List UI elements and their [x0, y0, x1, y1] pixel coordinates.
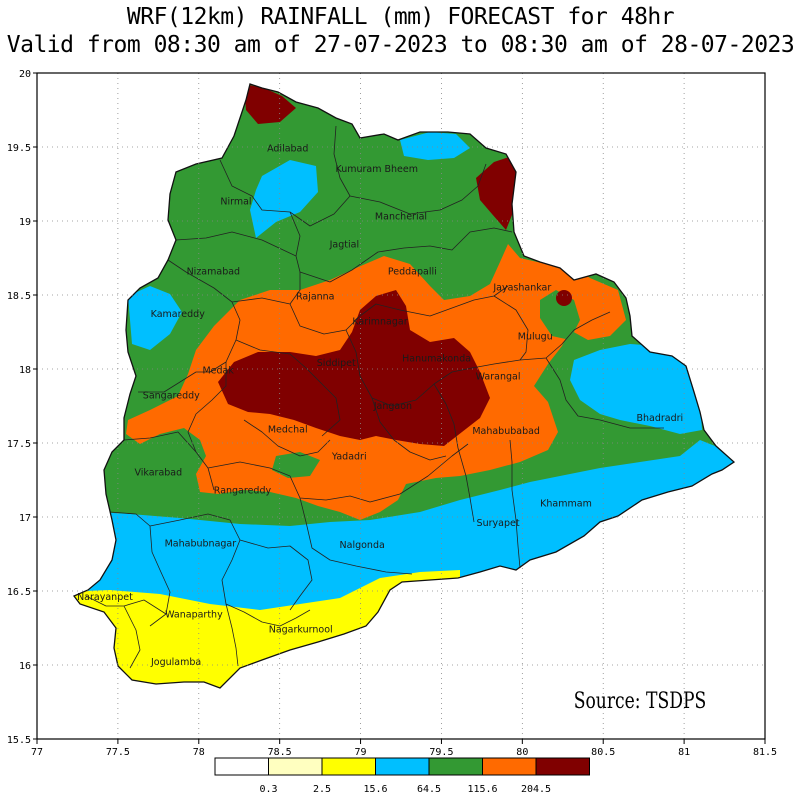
district-label: Mahabubnagar: [165, 539, 237, 550]
rain-band-64-115-pocket2: [272, 452, 320, 478]
rain-band-15-64-bheem: [400, 132, 470, 160]
district-labels: Adilabad Kumuram Bheem Nirmal Mancherial Jag…: [77, 143, 683, 668]
district-label: Hanumakonda: [402, 354, 471, 365]
district-label: Kamareddy: [151, 309, 206, 320]
district-label: Khammam: [540, 499, 592, 510]
legend-swatch: [375, 757, 430, 776]
color-legend: 0.3 2.5 15.6 64.5 115.6 204.5: [214, 757, 590, 795]
y-tick-label: 18: [19, 365, 31, 376]
legend-swatch: [321, 757, 376, 776]
latitude-ticks: 20 19.5 19 18.5 18 17.5 17 16.5 16 15.5: [7, 69, 37, 746]
district-label: Medak: [202, 365, 234, 376]
district-label: Narayanpet: [77, 592, 133, 603]
x-tick-label: 80.5: [591, 747, 615, 758]
legend-label: 115.6: [467, 784, 497, 795]
legend-label: 64.5: [417, 784, 441, 795]
district-label: Jangaon: [373, 401, 412, 412]
y-tick-label: 17: [19, 513, 31, 524]
x-tick-label: 80: [516, 747, 528, 758]
legend-swatch: [535, 757, 590, 776]
rain-band-15-64-kamareddy: [128, 286, 182, 350]
y-tick-label: 19: [19, 217, 31, 228]
x-tick-label: 78: [193, 747, 205, 758]
district-label: Nizamabad: [187, 266, 241, 277]
y-tick-label: 20: [19, 69, 31, 80]
legend-label: 2.5: [313, 784, 331, 795]
legend-label: 15.6: [363, 784, 387, 795]
rain-band-15-64-east: [570, 344, 702, 434]
district-label: Nirmal: [220, 197, 251, 208]
rain-band-above-204-nw: [244, 84, 296, 124]
map-title-line1: WRF(12km) RAINFALL (mm) FORECAST for 48h…: [126, 4, 675, 30]
y-tick-label: 16: [19, 661, 31, 672]
district-label: Mancherial: [375, 212, 427, 223]
rain-band-above-204-spot: [556, 290, 572, 306]
district-label: Mahabubabad: [472, 426, 540, 437]
district-label: Rajanna: [296, 291, 335, 302]
legend-label: 0.3: [259, 784, 277, 795]
district-boundaries: [85, 125, 664, 669]
x-tick-label: 77: [31, 747, 43, 758]
legend-swatch: [214, 757, 269, 776]
x-tick-label: 77.5: [106, 747, 130, 758]
y-tick-label: 17.5: [7, 439, 31, 450]
x-tick-label: 79.5: [429, 747, 453, 758]
district-label: Siddipet: [317, 358, 356, 369]
longitude-ticks: 77 77.5 78 78.5 79 79.5 80 80.5 81 81.5: [31, 739, 777, 758]
rain-band-above-204-ne: [476, 156, 518, 230]
x-tick-label: 81: [678, 747, 690, 758]
x-tick-label: 78.5: [268, 747, 292, 758]
district-label: Yadadri: [331, 451, 367, 462]
district-label: Warangal: [476, 371, 521, 382]
legend-swatch: [268, 757, 323, 776]
district-label: Nalgonda: [340, 540, 385, 551]
district-label: Sangareddy: [143, 391, 200, 402]
x-tick-label: 81.5: [753, 747, 777, 758]
legend-swatch: [482, 757, 537, 776]
district-label: Peddapalli: [388, 266, 437, 277]
rain-band-15-64-nirmal: [250, 160, 318, 238]
district-label: Medchal: [268, 425, 308, 436]
y-tick-label: 16.5: [7, 587, 31, 598]
district-label: Adilabad: [267, 143, 308, 154]
district-label: Suryapet: [477, 518, 520, 529]
district-label: Nagarkurnool: [269, 624, 333, 635]
district-label: Bhadradri: [636, 413, 683, 424]
source-label: Source: TSDPS: [574, 688, 707, 714]
rain-band-above-204: [218, 290, 490, 446]
district-label: Jayashankar: [492, 283, 551, 294]
district-label: Karimnagar: [352, 317, 407, 328]
plot-border: [36, 72, 766, 740]
legend-swatch: [428, 757, 483, 776]
district-label: Jogulamba: [150, 657, 201, 668]
y-tick-label: 15.5: [7, 735, 31, 746]
y-tick-label: 19.5: [7, 143, 31, 154]
district-label: Vikarabad: [134, 468, 182, 479]
map-title-line2: Valid from 08:30 am of 27-07-2023 to 08:…: [6, 32, 795, 58]
district-label: Mulugu: [518, 331, 553, 342]
district-label: Jagtial: [329, 240, 359, 251]
district-label: Rangareddy: [214, 485, 272, 496]
district-label: Kumuram Bheem: [335, 164, 418, 175]
district-label: Wanaparthy: [165, 610, 223, 621]
y-tick-label: 18.5: [7, 291, 31, 302]
x-tick-label: 79: [355, 747, 367, 758]
legend-label: 204.5: [521, 784, 551, 795]
lat-lon-grid: [37, 73, 765, 739]
